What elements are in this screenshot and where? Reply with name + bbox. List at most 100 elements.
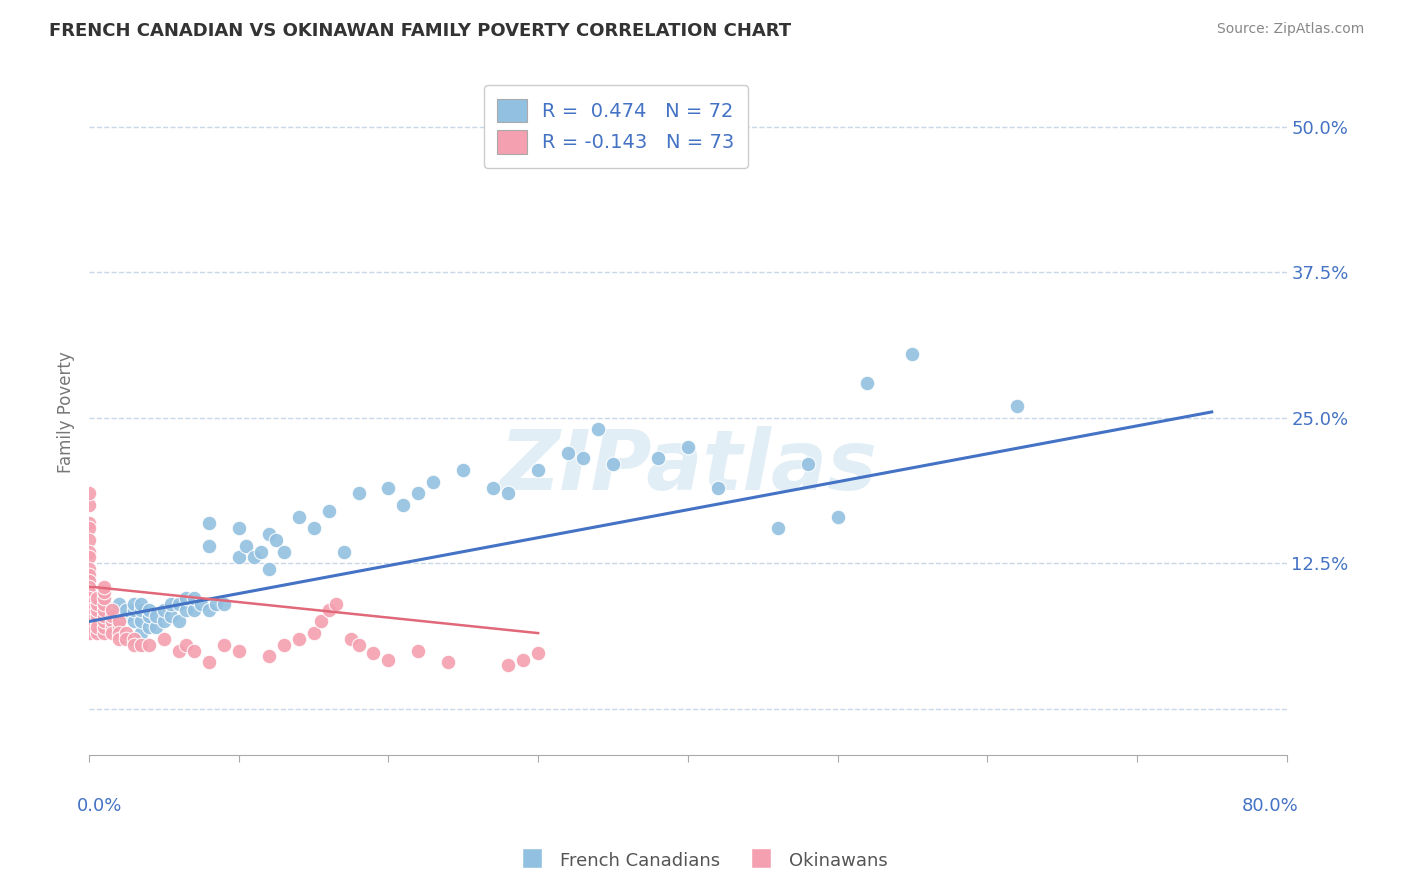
Point bbox=[496, 657, 519, 672]
Point bbox=[100, 615, 122, 629]
Point bbox=[100, 603, 122, 617]
Point bbox=[86, 620, 108, 634]
Point bbox=[77, 608, 100, 623]
Point bbox=[190, 597, 212, 611]
Point bbox=[93, 608, 115, 623]
Point bbox=[392, 498, 415, 512]
Point bbox=[228, 521, 250, 535]
Point bbox=[198, 539, 221, 553]
Point bbox=[100, 603, 122, 617]
Point bbox=[377, 653, 399, 667]
Point bbox=[318, 504, 340, 518]
Point bbox=[77, 580, 100, 594]
Point bbox=[93, 580, 115, 594]
Point bbox=[77, 615, 100, 629]
Point bbox=[100, 615, 122, 629]
Point bbox=[153, 615, 176, 629]
Point bbox=[167, 643, 190, 657]
Point bbox=[77, 626, 100, 640]
Point bbox=[572, 451, 595, 466]
Point bbox=[138, 603, 160, 617]
Point bbox=[257, 562, 280, 576]
Point bbox=[901, 347, 924, 361]
Point bbox=[93, 603, 115, 617]
Point bbox=[77, 574, 100, 588]
Y-axis label: Family Poverty: Family Poverty bbox=[58, 351, 75, 473]
Point bbox=[122, 597, 145, 611]
Point bbox=[122, 638, 145, 652]
Point bbox=[347, 638, 370, 652]
Point bbox=[309, 615, 332, 629]
Point bbox=[176, 591, 198, 606]
Point bbox=[77, 597, 100, 611]
Point bbox=[408, 643, 430, 657]
Point bbox=[138, 620, 160, 634]
Point bbox=[77, 620, 100, 634]
Text: FRENCH CANADIAN VS OKINAWAN FAMILY POVERTY CORRELATION CHART: FRENCH CANADIAN VS OKINAWAN FAMILY POVER… bbox=[49, 22, 792, 40]
Point bbox=[138, 638, 160, 652]
Point bbox=[183, 603, 205, 617]
Point bbox=[198, 603, 221, 617]
Point bbox=[77, 521, 100, 535]
Point bbox=[122, 632, 145, 646]
Point bbox=[115, 603, 138, 617]
Point bbox=[100, 608, 122, 623]
Point bbox=[242, 550, 264, 565]
Point bbox=[77, 544, 100, 558]
Point bbox=[122, 615, 145, 629]
Point bbox=[602, 458, 624, 472]
Point bbox=[183, 591, 205, 606]
Text: 80.0%: 80.0% bbox=[1241, 797, 1299, 814]
Point bbox=[115, 608, 138, 623]
Point bbox=[77, 550, 100, 565]
Point bbox=[302, 626, 325, 640]
Point bbox=[77, 591, 100, 606]
Point bbox=[77, 516, 100, 530]
Point bbox=[145, 608, 167, 623]
Point bbox=[287, 509, 309, 524]
Point bbox=[86, 597, 108, 611]
Point bbox=[115, 632, 138, 646]
Point bbox=[796, 458, 818, 472]
Point bbox=[122, 603, 145, 617]
Point bbox=[138, 608, 160, 623]
Text: ZIPatlas: ZIPatlas bbox=[499, 426, 877, 508]
Point bbox=[160, 597, 183, 611]
Point bbox=[512, 653, 534, 667]
Point bbox=[77, 498, 100, 512]
Point bbox=[766, 521, 789, 535]
Point bbox=[856, 376, 879, 390]
Point bbox=[93, 620, 115, 634]
Point bbox=[453, 463, 475, 477]
Point bbox=[176, 638, 198, 652]
Point bbox=[325, 597, 347, 611]
Point bbox=[77, 603, 100, 617]
Text: 0.0%: 0.0% bbox=[77, 797, 122, 814]
Point bbox=[86, 626, 108, 640]
Point bbox=[77, 568, 100, 582]
Point bbox=[167, 615, 190, 629]
Point bbox=[86, 608, 108, 623]
Point bbox=[212, 638, 235, 652]
Point bbox=[93, 615, 115, 629]
Point bbox=[1005, 399, 1028, 413]
Point bbox=[167, 597, 190, 611]
Point bbox=[108, 620, 131, 634]
Point bbox=[131, 597, 153, 611]
Point bbox=[145, 620, 167, 634]
Point bbox=[422, 475, 444, 489]
Point bbox=[115, 626, 138, 640]
Point bbox=[647, 451, 669, 466]
Point bbox=[198, 516, 221, 530]
Point bbox=[250, 544, 273, 558]
Point bbox=[198, 655, 221, 669]
Point bbox=[176, 603, 198, 617]
Legend: French Canadians, Okinawans: French Canadians, Okinawans bbox=[512, 842, 894, 879]
Point bbox=[340, 632, 363, 646]
Point bbox=[93, 591, 115, 606]
Point bbox=[108, 615, 131, 629]
Point bbox=[827, 509, 849, 524]
Point bbox=[586, 422, 609, 436]
Point bbox=[86, 615, 108, 629]
Legend: R =  0.474   N = 72, R = -0.143   N = 73: R = 0.474 N = 72, R = -0.143 N = 73 bbox=[484, 85, 748, 168]
